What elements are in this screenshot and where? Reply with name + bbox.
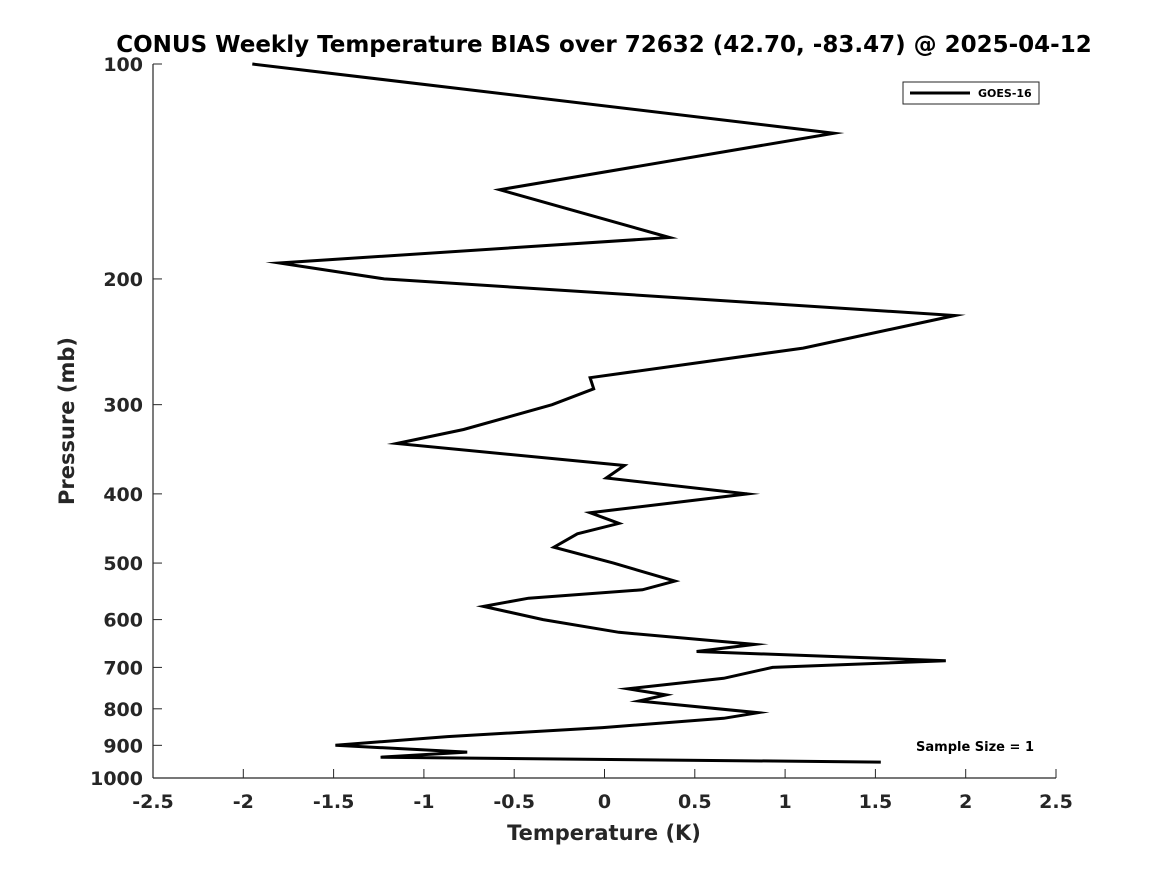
x-tick-label: -1 [413,791,434,813]
sample-size-annotation: Sample Size = 1 [916,740,1034,755]
legend-box [902,81,1040,105]
y-tick-label: 600 [103,610,143,632]
legend-entry-goes-16: GOES-16 [978,87,1032,100]
y-tick-label: 800 [103,699,143,721]
x-tick-label: -0.5 [493,791,535,813]
x-tick-label: -2.5 [132,791,174,813]
y-tick-label: 1000 [90,768,143,790]
y-tick-label: 900 [103,735,143,757]
x-tick-label: -1.5 [313,791,355,813]
y-tick-label: 700 [103,657,143,679]
legend: GOES-16 [902,81,1040,105]
chart-title: CONUS Weekly Temperature BIAS over 72632… [116,32,1091,58]
x-tick-label: 0.5 [678,791,712,813]
x-tick-label: 1 [778,791,791,813]
y-axis-label: Pressure (mb) [55,337,79,505]
y-tick-label: 400 [103,484,143,506]
x-tick-label: 2.5 [1039,791,1073,813]
y-tick-label: 100 [103,54,143,76]
x-tick-label: -2 [233,791,254,813]
series-line-goes-16 [252,62,966,764]
x-tick-label: 2 [959,791,972,813]
x-tick-label: 0 [598,791,611,813]
axes: -2.5 -2 -1.5 -1 -0.5 0 0.5 1 1.5 2 2.5 100 200 300 400… [90,54,1073,813]
y-tick-label: 300 [103,395,143,417]
y-tick-label: 500 [103,553,143,575]
x-axis-label: Temperature (K) [507,821,701,845]
series-layer [252,62,966,764]
x-tick-label: 1.5 [859,791,893,813]
y-tick-label: 200 [103,269,143,291]
